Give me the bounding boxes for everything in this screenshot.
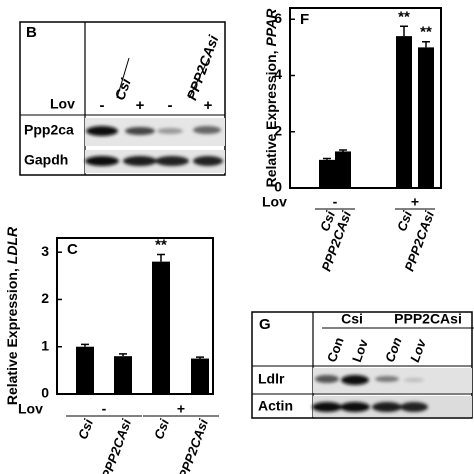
blot-b bbox=[19, 21, 226, 176]
lane-label: Lov bbox=[349, 337, 371, 365]
band bbox=[404, 378, 424, 382]
band bbox=[340, 402, 370, 412]
group-label: + bbox=[177, 401, 185, 417]
y-tick-label: 4 bbox=[274, 66, 282, 82]
band bbox=[372, 402, 402, 412]
lane-label: Lov bbox=[407, 337, 429, 365]
row-label: Ldlr bbox=[258, 371, 285, 387]
lane-label: - bbox=[100, 97, 105, 114]
x-tick-label: Csi bbox=[75, 417, 96, 442]
treatment-label: Lov bbox=[50, 96, 75, 112]
blot-frame bbox=[19, 21, 226, 176]
band bbox=[125, 127, 155, 135]
group-underline bbox=[188, 57, 210, 99]
error-bar bbox=[81, 343, 89, 347]
blot-group-label: PPP2CAsi bbox=[394, 311, 462, 327]
blot-frame bbox=[251, 311, 473, 419]
y-tick-label: 2 bbox=[41, 290, 49, 306]
error-bar bbox=[400, 25, 408, 37]
band bbox=[86, 126, 118, 136]
y-axis-label-gene: LDLR bbox=[4, 226, 20, 264]
y-tick-label: 0 bbox=[274, 179, 282, 195]
plot-frame bbox=[56, 237, 214, 395]
band bbox=[193, 156, 223, 166]
significance: ** bbox=[398, 8, 410, 25]
group-axis-label: Lov bbox=[18, 401, 43, 417]
band bbox=[155, 156, 189, 166]
error-bar bbox=[157, 253, 165, 262]
x-tick-label: PPP2CAsi bbox=[175, 417, 211, 474]
band bbox=[400, 402, 428, 412]
band bbox=[375, 376, 399, 382]
y-axis-label-text: Relative Expression, bbox=[4, 268, 20, 405]
bar bbox=[335, 151, 351, 188]
bar bbox=[319, 159, 335, 188]
y-axis-label: Relative Expression, PPAR bbox=[263, 8, 279, 188]
band bbox=[315, 375, 339, 383]
band bbox=[123, 156, 157, 166]
row-label: Actin bbox=[258, 398, 293, 414]
lane-label: Con bbox=[382, 335, 405, 364]
bar bbox=[191, 358, 209, 394]
panel-label: C bbox=[67, 241, 78, 258]
plot-frame bbox=[289, 7, 442, 189]
bar bbox=[114, 356, 132, 394]
y-tick-label: 1 bbox=[41, 337, 49, 353]
panel-label: G bbox=[259, 316, 271, 333]
error-bar bbox=[339, 149, 347, 152]
lane-label: + bbox=[136, 97, 145, 114]
bar bbox=[396, 36, 412, 188]
lane-label: Con bbox=[324, 335, 347, 364]
error-bar bbox=[196, 356, 204, 359]
blot-group-label: PPP2CAsi bbox=[183, 32, 222, 102]
band bbox=[193, 126, 221, 134]
row-label: Gapdh bbox=[24, 152, 68, 168]
lane-label: - bbox=[168, 97, 173, 114]
blot-group-label: Csi bbox=[111, 75, 134, 102]
error-bar bbox=[119, 353, 127, 357]
y-tick-label: 0 bbox=[41, 385, 49, 401]
row-label: Ppp2ca bbox=[24, 122, 74, 138]
panel-label: B bbox=[26, 24, 37, 41]
blot-group-label: Csi bbox=[341, 311, 363, 327]
y-tick-label: 2 bbox=[274, 122, 282, 138]
panel-label: F bbox=[300, 11, 309, 28]
group-underline bbox=[116, 57, 130, 99]
y-tick-label: 3 bbox=[41, 243, 49, 259]
significance: ** bbox=[420, 24, 432, 41]
bands bbox=[85, 126, 223, 166]
x-tick-label: Csi bbox=[394, 209, 415, 234]
bands bbox=[312, 375, 428, 412]
x-tick-label: PPP2CAsi bbox=[98, 417, 134, 474]
significance: ** bbox=[155, 237, 167, 254]
group-axis-label: Lov bbox=[262, 194, 287, 210]
y-tick-label: 6 bbox=[274, 10, 282, 26]
band bbox=[157, 128, 183, 134]
y-axis-label-gene: PPAR bbox=[263, 8, 279, 47]
bar bbox=[76, 346, 94, 394]
blot-g bbox=[251, 311, 473, 419]
x-tick-label: Csi bbox=[151, 417, 172, 442]
error-bar bbox=[323, 157, 331, 160]
group-label: + bbox=[411, 194, 419, 210]
bar bbox=[152, 261, 170, 394]
x-tick-label: Csi bbox=[317, 209, 338, 234]
y-axis-label-text: Relative Expression, bbox=[263, 50, 279, 187]
group-label: - bbox=[102, 401, 107, 417]
group-label: - bbox=[333, 194, 338, 210]
band bbox=[341, 375, 369, 385]
y-axis-label: Relative Expression, LDLR bbox=[4, 226, 20, 405]
bar bbox=[418, 47, 434, 188]
band bbox=[312, 402, 342, 412]
lane-label: + bbox=[204, 97, 213, 114]
error-bar bbox=[422, 41, 430, 48]
band bbox=[85, 156, 119, 166]
